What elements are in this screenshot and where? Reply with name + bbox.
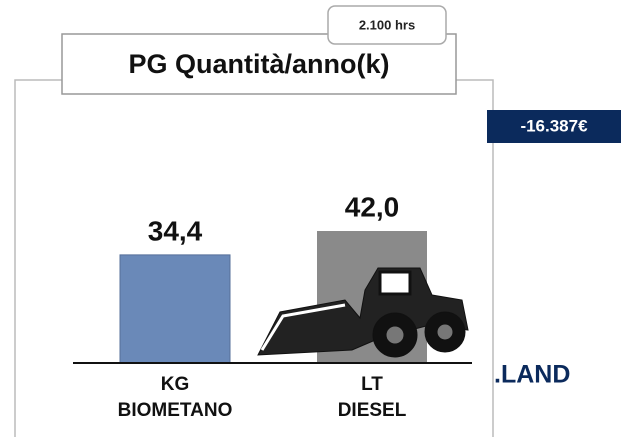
bar xyxy=(120,255,230,363)
category-label: LT DIESEL xyxy=(338,372,407,424)
badge: 2.100 hrs xyxy=(359,17,415,32)
chart: PG Quantità/anno(k) 2.100 hrs -16.387€ .… xyxy=(0,0,621,437)
saving: -16.387€ xyxy=(520,116,588,135)
page: PG Quantità/anno(k) 2.100 hrs -16.387€ .… xyxy=(0,0,621,437)
category-label: KG BIOMETANO xyxy=(118,372,233,424)
value-label: 42,0 xyxy=(345,191,400,222)
brand: .LAND xyxy=(494,361,570,389)
value-label: 34,4 xyxy=(148,215,203,246)
chart-title: PG Quantità/anno(k) xyxy=(128,49,389,79)
